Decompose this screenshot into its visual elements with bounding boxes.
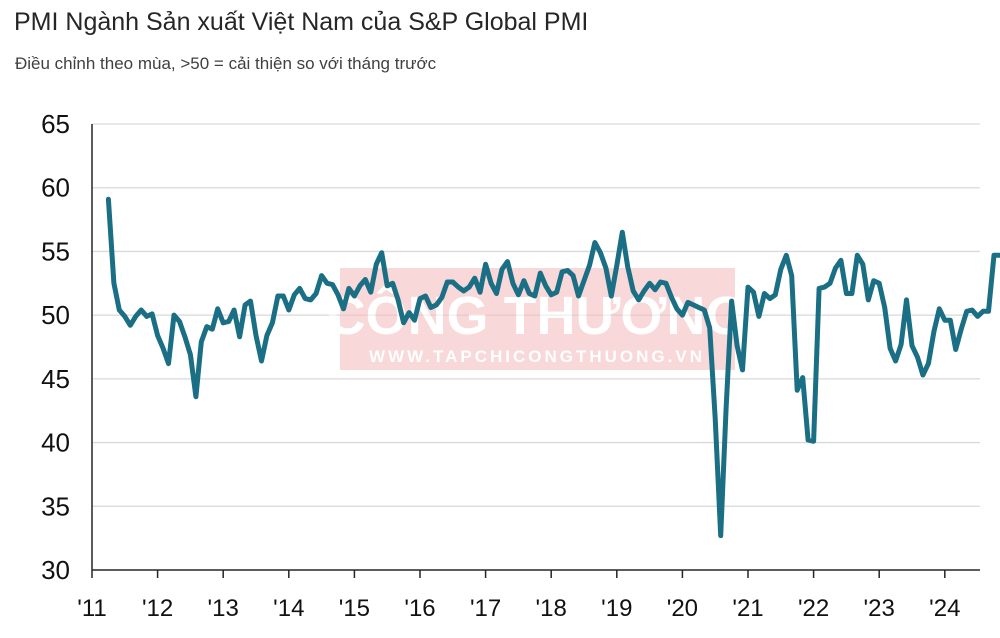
chart-subtitle: Điều chỉnh theo mùa, >50 = cải thiện so … — [15, 54, 437, 73]
x-tick-label: '14 — [273, 595, 304, 622]
chart-title: PMI Ngành Sản xuất Việt Nam của S&P Glob… — [14, 8, 589, 36]
pmi-series-line — [105, 196, 1000, 539]
y-tick-label: 35 — [41, 491, 70, 521]
y-tick-label: 30 — [41, 555, 70, 585]
x-tick-label: '23 — [864, 595, 895, 622]
x-tick-labels: '11 '12 '13 '14 '15 '16 '17 '18 '19 '20 '21 '22 '23 '… — [77, 595, 960, 622]
x-tick-label: '16 — [404, 595, 435, 622]
x-tick-label: '13 — [208, 595, 239, 622]
x-tick-label: '20 — [667, 595, 698, 622]
x-tick-label: '21 — [732, 595, 763, 622]
gridlines — [92, 123, 980, 507]
x-tick-label: '15 — [339, 595, 370, 622]
x-tick-label: '22 — [798, 595, 829, 622]
y-tick-label: 40 — [41, 428, 70, 458]
y-tick-label: 65 — [41, 109, 70, 139]
y-tick-label: 55 — [41, 236, 70, 266]
y-tick-label: 60 — [41, 173, 70, 203]
x-tick-label: '24 — [929, 595, 960, 622]
x-tick-label: '17 — [470, 595, 501, 622]
watermark-url: WWW.TAPCHICONGTHUONG.VN — [369, 347, 705, 366]
axes — [91, 124, 980, 578]
x-tick-label: '11 — [77, 595, 107, 622]
y-tick-label: 45 — [41, 364, 70, 394]
y-tick-labels: 30 35 40 45 50 55 60 65 — [41, 109, 70, 585]
x-tick-label: '12 — [142, 595, 173, 622]
x-tick-label: '18 — [536, 595, 567, 622]
x-tick-label: '19 — [601, 595, 632, 622]
y-tick-label: 50 — [41, 300, 70, 330]
